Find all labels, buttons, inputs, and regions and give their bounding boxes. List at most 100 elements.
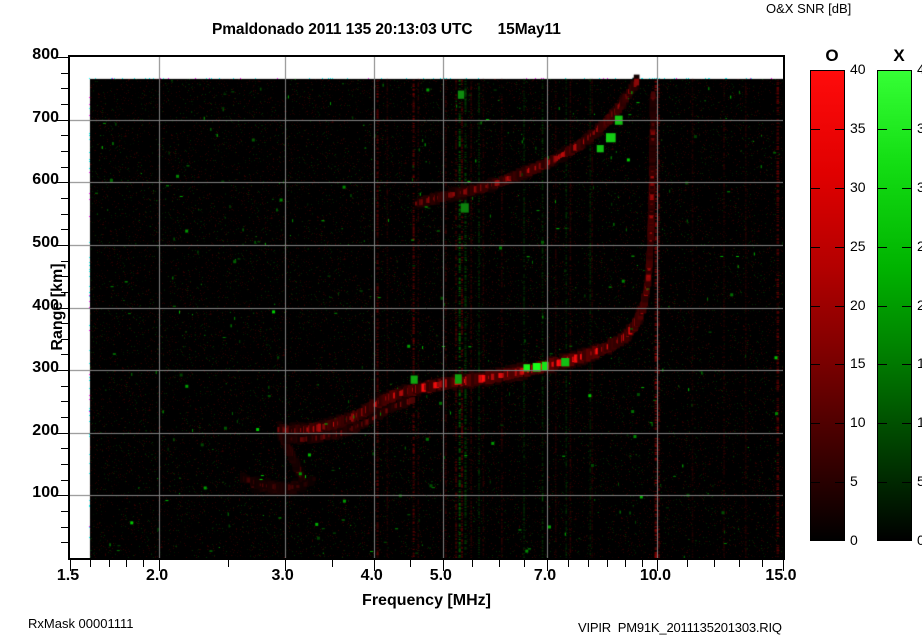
x-tick-minor — [332, 558, 334, 567]
x-tick-minor — [624, 558, 626, 567]
colorbar-tick — [902, 128, 911, 130]
colorbar-tick — [811, 246, 820, 248]
colorbar-tick-label: 25 — [850, 237, 866, 254]
y-tick-minor — [61, 511, 70, 513]
colorbar-tick — [811, 187, 820, 189]
page-title: Pmaldonado 2011 135 20:13:03 UTC 15May11 — [212, 21, 561, 38]
y-tick-minor — [61, 448, 70, 450]
colorbar-tick — [835, 482, 844, 484]
y-tick-minor — [61, 197, 70, 199]
ionogram-plot-area[interactable]: Range [km] 100 200 300 400 500 600 700 800 — [32, 46, 785, 571]
x-tick-major — [70, 558, 71, 571]
colorbar-tick — [878, 305, 887, 307]
y-tick-minor — [61, 229, 70, 231]
y-tick-minor — [61, 260, 70, 262]
colorbar-tick — [878, 423, 887, 425]
y-tick-minor — [61, 354, 70, 356]
x-tick-major — [373, 558, 375, 571]
file-tag-label: VIPIR PM91K_2011135201303.RIQ — [578, 620, 782, 635]
y-tick-label: 400 — [32, 296, 59, 314]
x-tick-major — [783, 558, 784, 571]
y-tick-minor — [61, 103, 70, 105]
colorbar-tick-label: 5 — [917, 473, 922, 490]
colorbar-tick — [878, 128, 887, 130]
colorbar-o-title: O — [825, 46, 839, 65]
colorbar-tick — [811, 305, 820, 307]
x-tick-label: 3.0 — [271, 567, 294, 584]
y-tick-label: 800 — [32, 46, 59, 63]
x-tick-minor — [472, 558, 474, 567]
x-tick-major — [284, 558, 286, 571]
x-tick-label: 1.5 — [56, 567, 80, 584]
colorbar-tick — [835, 187, 844, 189]
colorbar-tick — [835, 364, 844, 366]
y-tick-minor — [61, 276, 70, 278]
x-tick-minor — [641, 558, 643, 567]
y-tick-label: 500 — [32, 233, 59, 251]
y-tick-label: 300 — [32, 359, 59, 377]
x-tick-minor — [588, 558, 590, 567]
x-tick-label: 7.0 — [533, 567, 557, 584]
x-tick-minor — [143, 558, 145, 567]
x-tick-label: 2.0 — [145, 567, 169, 584]
y-tick-major — [57, 244, 70, 246]
colorbar-header-label: O&X SNR [dB] — [766, 1, 852, 16]
y-tick-major — [57, 495, 70, 497]
colorbar-tick-label: 25 — [917, 237, 922, 254]
colorbar-tick-label: 0 — [917, 532, 922, 548]
ionogram-heatmap-canvas[interactable] — [70, 57, 783, 558]
y-tick-minor — [61, 464, 70, 466]
x-tick-minor — [228, 558, 230, 567]
y-tick-minor — [61, 401, 70, 403]
y-tick-major — [57, 432, 70, 434]
y-tick-label: 100 — [32, 484, 59, 502]
x-tick-minor — [568, 558, 570, 567]
y-tick-minor — [61, 166, 70, 168]
y-tick-minor — [61, 213, 70, 215]
colorbar-tick-label: 10 — [850, 414, 866, 431]
colorbar-tick-label: 30 — [850, 178, 866, 195]
y-tick-label: 600 — [32, 171, 59, 189]
colorbar-tick — [835, 128, 844, 130]
y-tick-label: 700 — [32, 108, 59, 126]
y-tick-minor — [61, 72, 70, 74]
x-tick-label: 15.0 — [765, 567, 797, 584]
colorbar-tick-label: 35 — [850, 119, 866, 136]
colorbar-tick — [902, 305, 911, 307]
colorbar-tick-label: 0 — [850, 532, 858, 548]
x-tick-minor — [761, 558, 763, 567]
colorbar-tick — [902, 482, 911, 484]
rxmask-label: RxMask 00001111 — [28, 616, 134, 631]
y-tick-minor — [61, 88, 70, 90]
colorbar-tick — [902, 364, 911, 366]
colorbar-tick-label: 20 — [850, 296, 866, 313]
colorbar-tick-label: 40 — [850, 61, 866, 77]
y-tick-label: 200 — [32, 421, 59, 439]
x-axis-title: Frequency [MHz] — [362, 592, 491, 609]
colorbar-tick — [835, 423, 844, 425]
y-tick-major — [57, 119, 70, 121]
x-tick-minor — [713, 558, 715, 567]
x-tick-minor — [126, 558, 128, 567]
y-tick-minor — [61, 526, 70, 528]
colorbar-tick — [878, 364, 887, 366]
y-tick-minor — [61, 150, 70, 152]
x-tick-major — [547, 558, 548, 571]
y-tick-major — [57, 370, 70, 372]
x-tick-minor — [108, 558, 110, 567]
colorbar-tick-label: 30 — [917, 178, 922, 195]
x-tick-minor — [686, 558, 688, 567]
y-tick-minor — [61, 135, 70, 137]
colorbar-tick — [811, 482, 820, 484]
y-tick-minor — [61, 417, 70, 419]
colorbar-tick — [835, 305, 844, 307]
x-tick-minor — [89, 558, 91, 567]
y-tick-minor — [61, 479, 70, 481]
x-tick-minor — [738, 558, 740, 567]
colorbar-tick-label: 40 — [917, 61, 922, 77]
x-tick-label: 5.0 — [429, 567, 452, 584]
x-tick-label: 10.0 — [639, 567, 671, 584]
colorbar-tick-label: 15 — [917, 355, 922, 372]
colorbar-tick — [835, 246, 844, 248]
